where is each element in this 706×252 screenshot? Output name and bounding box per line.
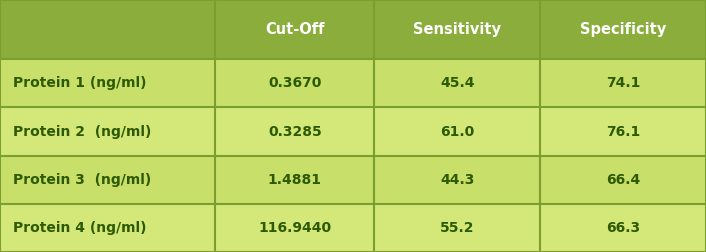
Bar: [215, 59, 374, 107]
Bar: [215, 107, 374, 156]
Bar: [0, 204, 215, 252]
Bar: [374, 155, 540, 204]
Bar: [0, 0, 215, 59]
Text: Protein 4 (ng/ml): Protein 4 (ng/ml): [13, 221, 146, 235]
Text: 44.3: 44.3: [440, 173, 474, 187]
Bar: [374, 204, 540, 252]
Text: 76.1: 76.1: [606, 124, 640, 139]
Bar: [215, 0, 374, 59]
Bar: [540, 59, 706, 107]
Text: Protein 3  (ng/ml): Protein 3 (ng/ml): [13, 173, 151, 187]
Text: 66.4: 66.4: [606, 173, 640, 187]
Text: Cut-Off: Cut-Off: [265, 22, 325, 37]
Text: 66.3: 66.3: [606, 221, 640, 235]
Bar: [374, 107, 540, 156]
Text: 55.2: 55.2: [440, 221, 474, 235]
Bar: [540, 204, 706, 252]
Text: 61.0: 61.0: [440, 124, 474, 139]
Bar: [215, 204, 374, 252]
Text: Sensitivity: Sensitivity: [413, 22, 501, 37]
Text: 74.1: 74.1: [606, 76, 640, 90]
Text: 1.4881: 1.4881: [268, 173, 322, 187]
Text: 45.4: 45.4: [440, 76, 474, 90]
Text: 0.3670: 0.3670: [268, 76, 321, 90]
Text: 116.9440: 116.9440: [258, 221, 331, 235]
Text: Protein 1 (ng/ml): Protein 1 (ng/ml): [13, 76, 146, 90]
Text: 0.3285: 0.3285: [268, 124, 322, 139]
Bar: [540, 0, 706, 59]
Bar: [374, 59, 540, 107]
Text: Specificity: Specificity: [580, 22, 666, 37]
Text: Protein 2  (ng/ml): Protein 2 (ng/ml): [13, 124, 151, 139]
Bar: [0, 107, 215, 156]
Bar: [215, 155, 374, 204]
Bar: [0, 59, 215, 107]
Bar: [374, 0, 540, 59]
Bar: [0, 155, 215, 204]
Bar: [540, 107, 706, 156]
Bar: [540, 155, 706, 204]
